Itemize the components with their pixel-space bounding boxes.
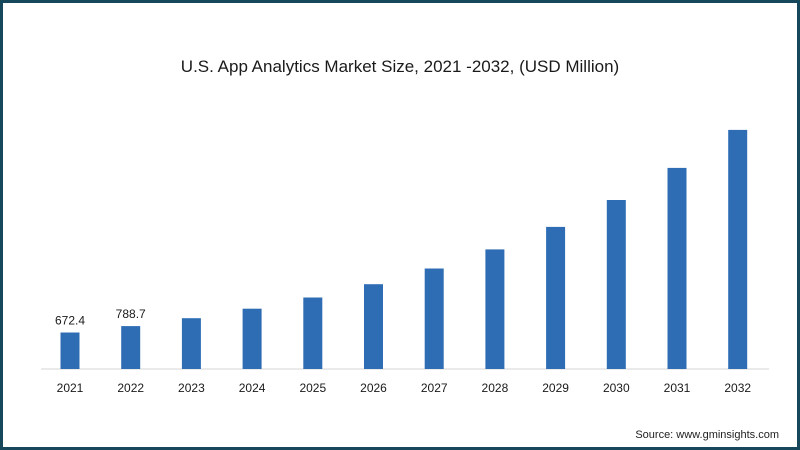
x-tick-label-2032: 2032 bbox=[724, 381, 751, 395]
bar-2024 bbox=[242, 308, 262, 369]
x-tick-label-2026: 2026 bbox=[360, 381, 387, 395]
x-tick-label-2031: 2031 bbox=[664, 381, 691, 395]
data-label-2021: 672.4 bbox=[55, 314, 85, 328]
bar-2031 bbox=[667, 167, 687, 369]
bar-2032 bbox=[728, 129, 748, 369]
bar-2023 bbox=[181, 318, 201, 369]
x-tick-label-2030: 2030 bbox=[603, 381, 630, 395]
bar-2022 bbox=[121, 326, 141, 369]
bars-group bbox=[60, 129, 748, 369]
bar-2027 bbox=[424, 268, 444, 369]
bar-2028 bbox=[485, 249, 505, 369]
x-tick-labels: 2021 2022 2023 2024 2025 2026 2027 2028 2029 2030… bbox=[57, 381, 752, 395]
chart-title: U.S. App Analytics Market Size, 2021 -20… bbox=[180, 57, 620, 76]
bar-2021 bbox=[60, 332, 80, 369]
data-labels: 672.4 788.7 bbox=[55, 307, 146, 327]
bar-2029 bbox=[546, 226, 566, 369]
x-tick-label-2029: 2029 bbox=[542, 381, 569, 395]
bar-2025 bbox=[303, 297, 323, 369]
bar-2030 bbox=[606, 200, 626, 369]
source-note: Source: www.gminsights.com bbox=[635, 429, 779, 441]
x-tick-label-2025: 2025 bbox=[299, 381, 326, 395]
x-tick-label-2024: 2024 bbox=[239, 381, 266, 395]
x-tick-label-2028: 2028 bbox=[482, 381, 509, 395]
x-tick-label-2021: 2021 bbox=[57, 381, 84, 395]
bar-2026 bbox=[364, 284, 383, 369]
x-tick-label-2022: 2022 bbox=[117, 381, 144, 395]
x-tick-label-2023: 2023 bbox=[178, 381, 205, 395]
bar-chart: 2021 2022 2023 2024 2025 2026 2027 2028 2029 2030… bbox=[41, 129, 769, 395]
x-tick-label-2027: 2027 bbox=[421, 381, 448, 395]
data-label-2022: 788.7 bbox=[116, 307, 146, 321]
